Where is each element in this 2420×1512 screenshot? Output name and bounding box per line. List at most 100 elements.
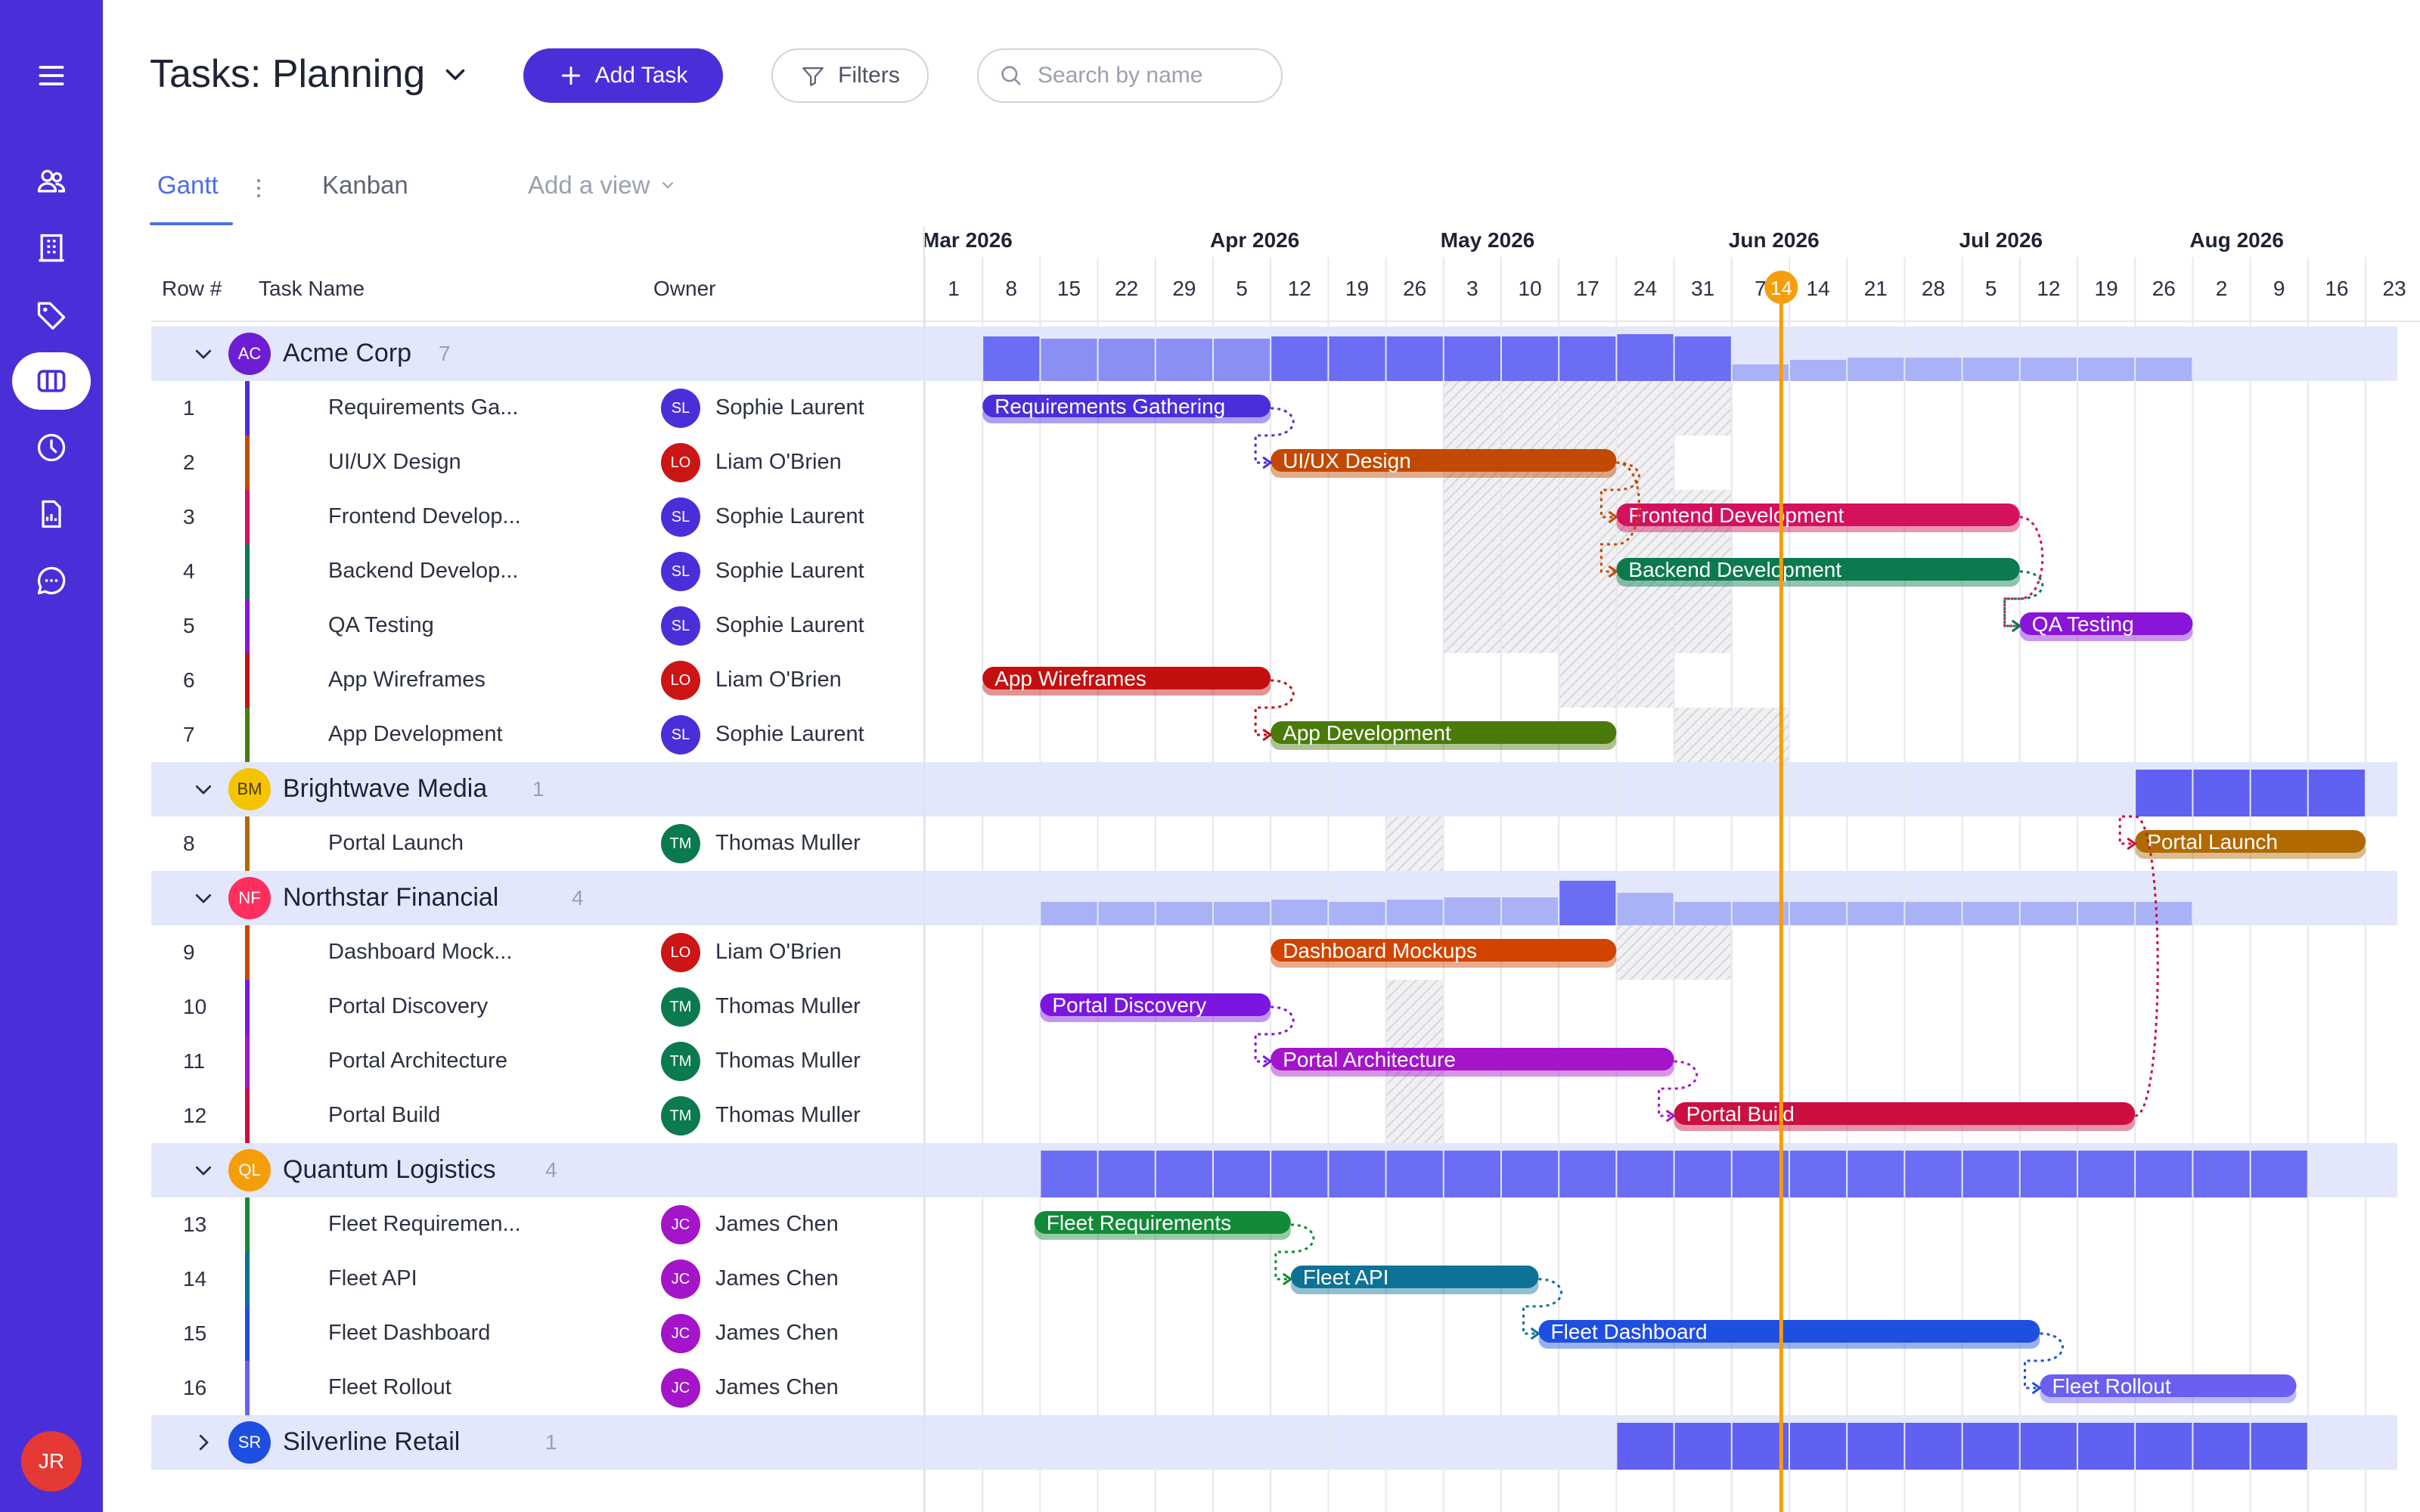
nav-reports[interactable]: [12, 485, 91, 543]
row-number: 4: [183, 559, 195, 583]
gantt-bar[interactable]: Fleet API: [1290, 1266, 1539, 1294]
gantt-bar[interactable]: Fleet Rollout: [2040, 1374, 2297, 1403]
timeline-week: 19: [1345, 277, 1370, 300]
task-name[interactable]: Fleet Dashboard: [328, 1321, 491, 1345]
chevron-right-icon[interactable]: [192, 1431, 215, 1454]
summary-bar: [2251, 770, 2307, 816]
timeline-month: Aug 2026: [2189, 228, 2284, 252]
gantt-bar[interactable]: Portal Architecture: [1270, 1048, 1674, 1077]
task-name[interactable]: UI/UX Design: [328, 450, 461, 474]
user-avatar[interactable]: JR: [21, 1431, 82, 1492]
gantt-bar[interactable]: Fleet Requirements: [1034, 1211, 1291, 1240]
tab-gantt[interactable]: Gantt: [157, 171, 219, 199]
summary-bar: [1848, 358, 1904, 381]
summary-bar: [1559, 881, 1616, 925]
group-name[interactable]: Northstar Financial: [283, 883, 499, 912]
task-name[interactable]: Fleet Requiremen...: [328, 1212, 521, 1236]
task-name[interactable]: Fleet Rollout: [328, 1375, 451, 1399]
page-title[interactable]: Tasks: Planning: [150, 51, 469, 97]
task-name[interactable]: App Development: [328, 722, 503, 746]
nav-tags[interactable]: [12, 286, 91, 343]
tag-icon: [37, 302, 66, 330]
group-name[interactable]: Acme Corp: [283, 339, 412, 367]
task-name[interactable]: Portal Architecture: [328, 1049, 507, 1073]
summary-bar: [1617, 1423, 1674, 1470]
col-head-row[interactable]: Row #: [162, 277, 222, 300]
dependency-arrow: [1262, 728, 1273, 742]
gantt-bar[interactable]: App Development: [1270, 721, 1617, 750]
summary-bar: [1559, 1151, 1616, 1198]
dependency-arrow: [1283, 1272, 1293, 1286]
task-name[interactable]: Requirements Ga...: [328, 395, 519, 420]
task-name[interactable]: Dashboard Mock...: [328, 940, 513, 964]
task-name[interactable]: Fleet API: [328, 1266, 417, 1290]
building-icon: [39, 234, 64, 262]
row-color-stripe: [245, 1034, 250, 1089]
tab-options-icon[interactable]: [256, 177, 262, 200]
chevron-down-icon[interactable]: [192, 342, 215, 365]
nav-companies[interactable]: [12, 219, 91, 277]
summary-bar: [1617, 893, 1674, 925]
gantt-bar[interactable]: Portal Launch: [2135, 830, 2366, 859]
row-number: 11: [183, 1049, 206, 1073]
dependency-line: [2003, 516, 2044, 627]
group-name[interactable]: Brightwave Media: [283, 774, 488, 803]
nav-users[interactable]: [12, 153, 91, 210]
task-name[interactable]: Portal Discovery: [328, 994, 489, 1018]
task-name[interactable]: Backend Develop...: [328, 559, 519, 583]
timeline-week: 2: [2215, 277, 2228, 300]
summary-bar: [1041, 339, 1097, 381]
summary-bar: [2308, 770, 2365, 816]
nav-chat[interactable]: [12, 552, 91, 609]
summary-bar: [1214, 339, 1270, 381]
chevron-down-icon[interactable]: [192, 887, 215, 909]
col-head-task[interactable]: Task Name: [259, 277, 365, 300]
filters-button[interactable]: Filters: [771, 48, 929, 103]
timeline-month: Mar 2026: [922, 228, 1013, 252]
summary-bar: [1214, 902, 1270, 925]
bar-label: Fleet Requirements: [1047, 1211, 1231, 1235]
group-name[interactable]: Quantum Logistics: [283, 1155, 496, 1184]
report-icon: [42, 500, 61, 528]
task-name[interactable]: App Wireframes: [328, 668, 486, 692]
menu-button[interactable]: [12, 47, 91, 104]
gantt-bar[interactable]: Requirements Gathering: [982, 395, 1271, 423]
task-name[interactable]: QA Testing: [328, 613, 434, 637]
gantt-bar[interactable]: Fleet Dashboard: [1538, 1320, 2040, 1349]
non-working-shade: [1385, 980, 1444, 1034]
timeline-week: 5: [1236, 277, 1248, 300]
summary-bar: [1790, 360, 1847, 381]
task-name[interactable]: Frontend Develop...: [328, 504, 521, 528]
timeline-week: 24: [1633, 277, 1658, 300]
chevron-down-icon[interactable]: [192, 778, 215, 801]
dependency-arrow: [1608, 565, 1619, 578]
gantt-bar[interactable]: Portal Discovery: [1040, 993, 1271, 1022]
gantt-bar[interactable]: Portal Build: [1674, 1102, 2136, 1131]
group-name[interactable]: Silverline Retail: [283, 1427, 461, 1456]
add-view-dropdown[interactable]: Add a view: [528, 171, 677, 200]
gantt-bar[interactable]: UI/UX Design: [1270, 449, 1617, 478]
group-count: 1: [532, 777, 544, 801]
gantt-bar[interactable]: Backend Development: [1616, 558, 2020, 587]
owner-avatar: SL: [661, 389, 700, 428]
summary-bar: [1444, 1151, 1500, 1198]
gantt-bar[interactable]: Frontend Development: [1616, 503, 2020, 532]
search-input[interactable]: [1038, 63, 1264, 88]
plus-icon: [561, 66, 580, 85]
summary-bar: [2078, 1151, 2135, 1198]
add-task-button[interactable]: Add Task: [523, 48, 723, 103]
task-name[interactable]: Portal Launch: [328, 831, 464, 855]
dependency-arrow: [1665, 1109, 1677, 1123]
col-head-owner[interactable]: Owner: [653, 277, 716, 300]
chevron-down-icon[interactable]: [192, 1159, 215, 1182]
gantt-bar[interactable]: App Wireframes: [982, 667, 1271, 696]
dependency-arrow: [1262, 456, 1273, 469]
owner-avatar: LO: [661, 661, 700, 700]
task-name[interactable]: Portal Build: [328, 1103, 441, 1127]
nav-projects[interactable]: [12, 352, 91, 410]
timeline-week: 1: [948, 277, 960, 300]
gantt-bar[interactable]: Dashboard Mockups: [1270, 939, 1617, 968]
gantt-bar[interactable]: QA Testing: [2019, 612, 2193, 641]
nav-time[interactable]: [12, 419, 91, 476]
tab-kanban[interactable]: Kanban: [322, 171, 408, 199]
